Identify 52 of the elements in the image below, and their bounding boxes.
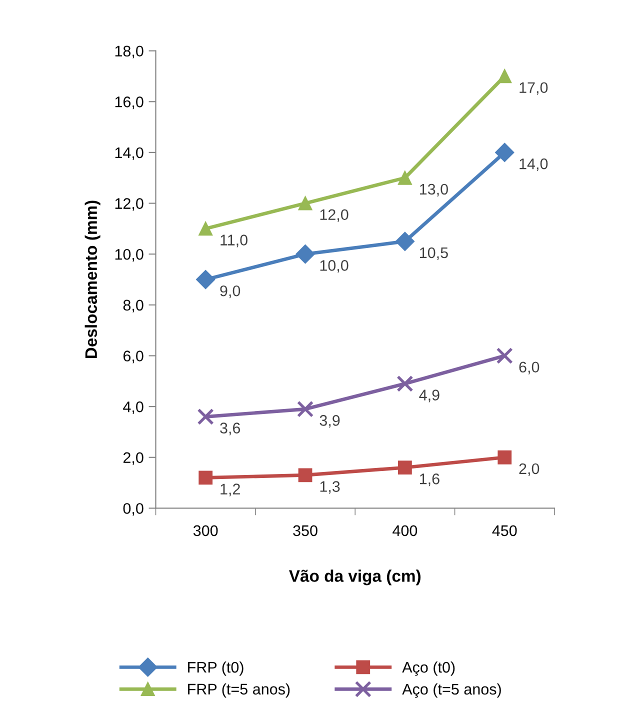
data-label: 1,6 [420,474,440,486]
point [496,347,513,364]
y-tick-label: 8,0 [123,300,144,312]
point [395,232,414,251]
point [498,69,512,84]
data-label: 6,0 [519,362,540,374]
legend-label: FRP (t0) [188,661,244,676]
x-tick-label: 350 [293,525,318,536]
data-label: 1,2 [220,484,240,496]
data-label: 12,0 [320,209,348,222]
point [197,408,214,426]
data-label: 10,0 [320,260,348,273]
data-label: 10,5 [420,247,448,260]
point [198,222,213,236]
point [196,270,216,290]
y-axis-title: Deslocamento (mm) [84,200,100,358]
point [398,170,412,185]
point [298,468,312,482]
point [198,470,213,485]
point [298,196,312,210]
y-tick-label: 10,0 [115,248,144,262]
legend-label: Aço (t=5 anos) [402,683,501,698]
y-tick-label: 12,0 [115,198,144,211]
point [498,450,512,464]
x-axis-title: Vão da viga (cm) [289,570,421,586]
point [296,244,315,264]
y-tick-label: 18,0 [115,46,144,58]
data-label: 11,0 [220,234,248,248]
point [398,460,412,474]
y-tick-label: 6,0 [123,350,144,364]
point [495,142,514,162]
x-tick-label: 300 [193,525,218,536]
y-tick-label: 0,0 [123,503,144,516]
legend-label: Aço (t0) [402,661,455,676]
data-label: 2,0 [519,463,540,476]
y-tick-label: 4,0 [123,401,144,414]
data-label: 4,9 [419,390,440,402]
point [396,375,414,392]
data-label: 3,9 [320,415,340,428]
x-tick-label: 400 [392,525,418,536]
data-label: 13,0 [420,184,448,196]
legend-label: FRP (t=5 anos) [188,683,290,698]
data-label: 1,3 [320,481,340,494]
data-label: 3,6 [220,422,240,436]
y-tick-label: 16,0 [115,96,144,110]
point [296,400,314,418]
x-tick-label: 450 [492,525,517,536]
y-tick-label: 14,0 [115,147,144,160]
data-label: 9,0 [220,285,240,298]
data-label: 14,0 [520,158,548,172]
y-tick-label: 2,0 [123,452,144,465]
data-label: 17,0 [520,82,548,95]
